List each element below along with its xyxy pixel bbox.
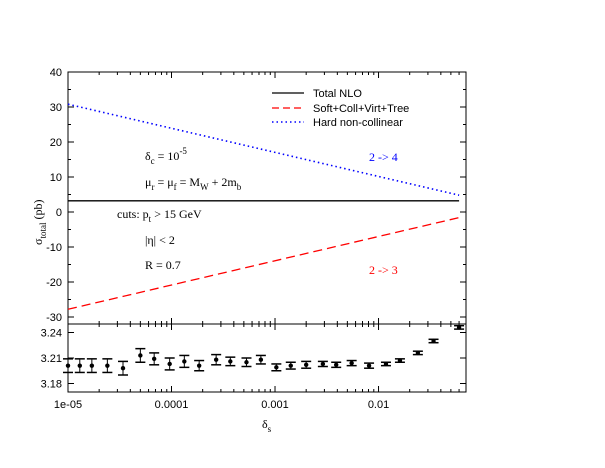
data-point bbox=[454, 324, 465, 330]
point-marker bbox=[274, 365, 279, 370]
point-marker bbox=[77, 363, 82, 368]
point-marker bbox=[151, 356, 157, 362]
point-marker bbox=[303, 362, 309, 367]
data-point bbox=[118, 360, 129, 376]
point-marker bbox=[228, 359, 233, 364]
bottom-points bbox=[63, 324, 465, 376]
annotation-cuts: cuts: pt > 15 GeV bbox=[117, 207, 202, 224]
point-marker bbox=[244, 360, 249, 365]
bottom-y-tick-label: 3.21 bbox=[41, 353, 62, 365]
top-y-tick-label: -30 bbox=[46, 312, 62, 324]
x-tick-label: 0.01 bbox=[368, 399, 389, 411]
data-point bbox=[364, 362, 375, 369]
data-point bbox=[255, 354, 266, 365]
legend-label-soft: Soft+Coll+Virt+Tree bbox=[313, 103, 409, 115]
data-point bbox=[346, 359, 357, 367]
annotations: δc = 10-5 μr = μf = MW + 2mb cuts: pt > … bbox=[117, 146, 398, 277]
bottom-y-axis: 3.24 3.21 3.18 bbox=[41, 328, 466, 391]
data-point bbox=[412, 350, 423, 356]
data-point bbox=[149, 352, 160, 366]
data-point bbox=[86, 358, 97, 374]
point-marker bbox=[196, 363, 202, 368]
point-marker bbox=[383, 361, 389, 367]
data-point bbox=[317, 360, 328, 368]
top-y-tick-label: -10 bbox=[46, 242, 62, 254]
data-point bbox=[225, 356, 236, 367]
annotation-2to4: 2 -> 4 bbox=[369, 150, 398, 164]
bottom-panel-frame bbox=[67, 323, 467, 393]
point-marker bbox=[366, 363, 372, 368]
point-marker bbox=[213, 357, 219, 362]
legend: Total NLO Soft+Coll+Virt+Tree Hard non-c… bbox=[272, 88, 409, 129]
top-y-tick-label: 40 bbox=[50, 67, 62, 79]
point-marker bbox=[456, 325, 462, 330]
x-axis-label: δs bbox=[262, 417, 272, 434]
point-marker bbox=[349, 360, 354, 366]
point-marker bbox=[105, 363, 110, 368]
bottom-y-tick-label: 3.24 bbox=[41, 328, 62, 340]
data-point bbox=[211, 353, 222, 366]
point-marker bbox=[167, 361, 172, 367]
bottom-y-tick-label: 3.18 bbox=[41, 379, 62, 391]
point-marker bbox=[65, 363, 71, 368]
point-marker bbox=[397, 358, 403, 363]
top-y-tick-label: 0 bbox=[56, 207, 62, 219]
point-marker bbox=[182, 359, 187, 364]
bottom-panel: 3.24 3.21 3.18 1e-05 0.0001 0.001 0.01 δs bbox=[41, 72, 467, 434]
data-point bbox=[135, 347, 146, 363]
point-marker bbox=[320, 361, 326, 367]
annotation-2to3: 2 -> 3 bbox=[369, 263, 398, 277]
data-point bbox=[380, 361, 391, 367]
point-marker bbox=[258, 357, 264, 362]
data-point bbox=[179, 354, 190, 369]
point-marker bbox=[120, 366, 126, 371]
data-point bbox=[63, 358, 73, 374]
x-tick-label: 0.0001 bbox=[155, 399, 189, 411]
top-y-tick-label: 10 bbox=[50, 172, 62, 184]
data-point bbox=[394, 358, 405, 363]
top-y-tick-label: -20 bbox=[46, 277, 62, 289]
annotation-mu: μr = μf = MW + 2mb bbox=[145, 175, 242, 192]
point-marker bbox=[415, 350, 421, 356]
x-axis: 1e-05 0.0001 0.001 0.01 bbox=[54, 72, 467, 411]
legend-label-hard: Hard non-collinear bbox=[313, 117, 403, 129]
data-point bbox=[301, 360, 312, 369]
data-point bbox=[164, 357, 175, 371]
data-point bbox=[285, 361, 296, 370]
data-point bbox=[74, 358, 85, 374]
top-y-tick-label: 20 bbox=[50, 137, 62, 149]
top-panel: 40 30 20 10 0 -10 -20 -30 σtotal (pb) Total NLO… bbox=[31, 67, 467, 325]
top-series bbox=[67, 103, 460, 310]
data-point bbox=[331, 361, 342, 369]
point-marker bbox=[431, 338, 436, 344]
series-line-1 bbox=[67, 216, 460, 310]
annotation-r: R = 0.7 bbox=[145, 258, 181, 272]
data-point bbox=[428, 338, 439, 344]
annotation-eta: |η| < 2 bbox=[145, 233, 175, 247]
top-y-axis-label: σtotal (pb) bbox=[31, 200, 48, 245]
point-marker bbox=[89, 363, 95, 368]
data-point bbox=[271, 363, 282, 372]
point-marker bbox=[333, 362, 339, 367]
point-marker bbox=[138, 353, 143, 358]
top-y-tick-label: 30 bbox=[50, 102, 62, 114]
data-point bbox=[241, 357, 252, 368]
data-point bbox=[102, 358, 113, 374]
data-point bbox=[194, 359, 205, 372]
legend-label-total-nlo: Total NLO bbox=[313, 88, 362, 100]
annotation-delta-c: δc = 10-5 bbox=[145, 146, 187, 166]
top-y-axis: 40 30 20 10 0 -10 -20 -30 bbox=[46, 67, 466, 324]
point-marker bbox=[288, 363, 293, 368]
x-tick-label: 0.001 bbox=[261, 399, 289, 411]
x-tick-label: 1e-05 bbox=[54, 399, 82, 411]
